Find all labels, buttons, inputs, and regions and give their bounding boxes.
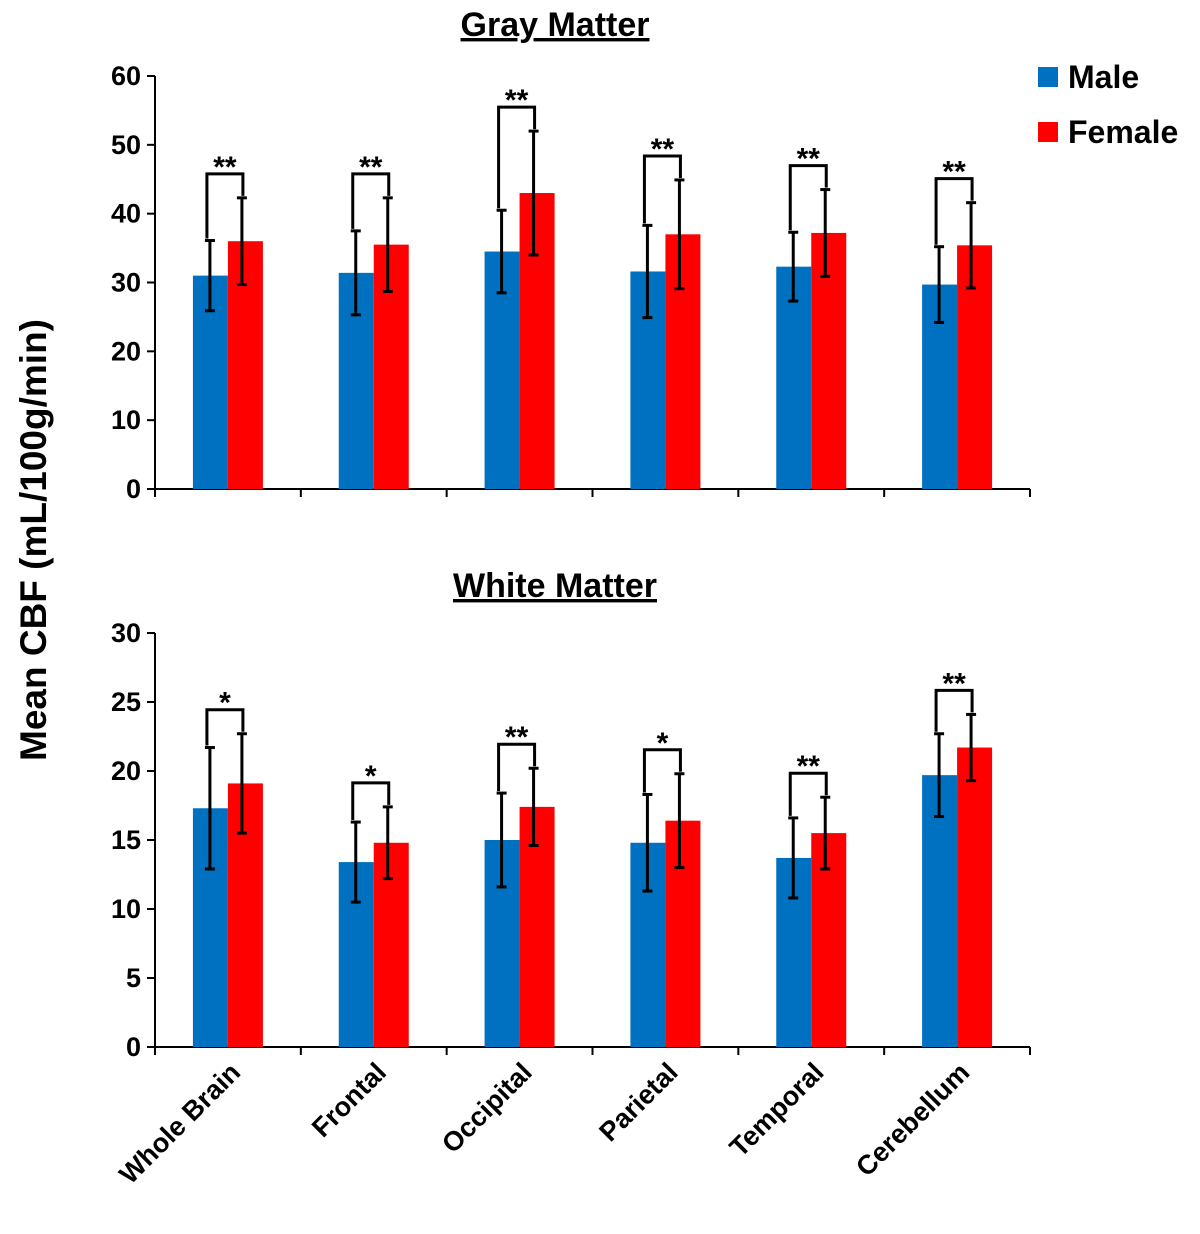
significance-bracket-gray-matter-occipital <box>497 105 537 209</box>
bar-gray-matter-male-temporal <box>776 266 812 489</box>
bar-gray-matter-female-whole-brain <box>227 241 263 489</box>
significance-marker-white-matter-cerebellum: ** <box>942 667 966 700</box>
white-matter-y-tick-label: 10 <box>111 894 141 924</box>
significance-marker-gray-matter-temporal: ** <box>797 143 821 176</box>
white-matter-y-tick-label: 5 <box>126 963 141 993</box>
gray-matter-y-tick-label: 60 <box>111 61 141 91</box>
significance-bracket-white-matter-occipital <box>497 742 537 792</box>
significance-marker-gray-matter-frontal: ** <box>359 151 383 184</box>
gray-matter-y-tick-label: 30 <box>111 268 141 298</box>
white-matter-y-tick-label: 20 <box>111 756 141 786</box>
bar-white-matter-male-cerebellum <box>922 775 958 1047</box>
error-bar-white-matter-male-parietal <box>642 792 653 893</box>
category-label-cerebellum: Cerebellum <box>850 1057 975 1182</box>
error-bar-white-matter-male-cerebellum <box>934 732 945 819</box>
significance-bracket-white-matter-cerebellum <box>934 688 974 732</box>
legend-swatch-male <box>1038 67 1058 87</box>
category-label-whole-brain: Whole Brain <box>114 1057 247 1190</box>
significance-bracket-white-matter-frontal <box>351 781 391 821</box>
error-bar-white-matter-female-whole-brain <box>236 732 247 835</box>
error-bar-gray-matter-male-cerebellum <box>934 245 945 324</box>
significance-marker-white-matter-frontal: * <box>365 760 377 793</box>
category-labels: Whole Brain Frontal Occipital Parietal Tempo… <box>114 1057 976 1190</box>
y-axis-label: Mean CBF (mL/100g/min) <box>13 319 54 761</box>
gray-matter-y-tick-label: 50 <box>111 130 141 160</box>
error-bar-white-matter-male-temporal <box>788 816 799 900</box>
category-label-temporal: Temporal <box>724 1057 830 1163</box>
legend-swatch-female <box>1038 122 1058 142</box>
panel-title-white-matter: White Matter <box>453 567 657 605</box>
error-bar-gray-matter-male-whole-brain <box>204 239 215 313</box>
error-bar-white-matter-female-frontal <box>382 805 393 881</box>
white-matter-y-tick-label: 0 <box>126 1032 141 1062</box>
significance-bracket-gray-matter-parietal <box>642 154 682 224</box>
significance-marker-white-matter-parietal: * <box>657 727 669 760</box>
error-bar-gray-matter-female-parietal <box>674 178 685 291</box>
error-bar-white-matter-female-occipital <box>528 766 539 848</box>
error-bar-white-matter-male-whole-brain <box>204 746 215 871</box>
bar-gray-matter-female-frontal <box>373 244 409 489</box>
error-bar-gray-matter-female-frontal <box>382 196 393 293</box>
bar-gray-matter-female-cerebellum <box>957 245 993 489</box>
bar-white-matter-female-occipital <box>519 806 555 1047</box>
error-bar-gray-matter-female-whole-brain <box>236 196 247 287</box>
gray-matter-panel: 0 10 20 30 40 50 60 ** ** ** ** ** ** <box>111 61 1031 504</box>
error-bar-white-matter-female-cerebellum <box>966 712 977 783</box>
bar-gray-matter-female-parietal <box>665 234 701 489</box>
bar-white-matter-female-whole-brain <box>227 783 263 1047</box>
significance-bracket-white-matter-whole-brain <box>205 708 245 746</box>
error-bar-gray-matter-male-occipital <box>496 208 507 295</box>
significance-bracket-white-matter-parietal <box>642 748 682 793</box>
legend-label-female: Female <box>1068 114 1178 150</box>
significance-marker-gray-matter-parietal: ** <box>651 133 675 166</box>
category-label-frontal: Frontal <box>306 1057 392 1143</box>
significance-marker-white-matter-whole-brain: * <box>219 687 231 720</box>
bar-gray-matter-female-temporal <box>811 232 847 489</box>
significance-bracket-gray-matter-whole-brain <box>205 172 245 239</box>
white-matter-y-tick-label: 25 <box>111 687 141 717</box>
significance-marker-white-matter-occipital: ** <box>505 721 529 754</box>
white-matter-y-tick-label: 30 <box>111 618 141 648</box>
error-bar-gray-matter-male-frontal <box>350 229 361 317</box>
significance-marker-white-matter-temporal: ** <box>797 750 821 783</box>
bar-white-matter-female-parietal <box>665 820 701 1047</box>
error-bar-white-matter-male-frontal <box>350 820 361 904</box>
significance-marker-gray-matter-whole-brain: ** <box>213 151 237 184</box>
legend: Male Female <box>1038 59 1178 150</box>
error-bar-gray-matter-female-cerebellum <box>966 201 977 290</box>
bar-white-matter-female-cerebellum <box>957 747 993 1047</box>
error-bar-gray-matter-female-occipital <box>528 129 539 257</box>
gray-matter-y-tick-label: 40 <box>111 199 141 229</box>
error-bar-white-matter-female-parietal <box>674 772 685 870</box>
category-label-parietal: Parietal <box>593 1057 683 1147</box>
bar-white-matter-female-temporal <box>811 833 847 1047</box>
significance-bracket-gray-matter-cerebellum <box>934 177 974 245</box>
panel-title-gray-matter: Gray Matter <box>461 6 650 44</box>
gray-matter-y-tick-label: 0 <box>126 474 141 504</box>
error-bar-gray-matter-male-parietal <box>642 223 653 320</box>
error-bar-gray-matter-female-temporal <box>820 188 831 278</box>
category-label-occipital: Occipital <box>436 1057 538 1159</box>
error-bar-white-matter-female-temporal <box>820 795 831 871</box>
bar-gray-matter-female-occipital <box>519 193 555 489</box>
bar-white-matter-female-frontal <box>373 842 409 1047</box>
white-matter-y-tick-label: 15 <box>111 825 141 855</box>
significance-marker-gray-matter-occipital: ** <box>505 84 529 117</box>
significance-bracket-gray-matter-temporal <box>788 164 828 231</box>
significance-marker-gray-matter-cerebellum: ** <box>942 156 966 189</box>
error-bar-gray-matter-male-temporal <box>788 230 799 303</box>
error-bar-white-matter-male-occipital <box>496 791 507 889</box>
legend-label-male: Male <box>1068 59 1139 95</box>
gray-matter-y-tick-label: 10 <box>111 405 141 435</box>
significance-bracket-white-matter-temporal <box>788 771 828 816</box>
gray-matter-y-tick-label: 20 <box>111 336 141 366</box>
significance-bracket-gray-matter-frontal <box>351 172 391 229</box>
